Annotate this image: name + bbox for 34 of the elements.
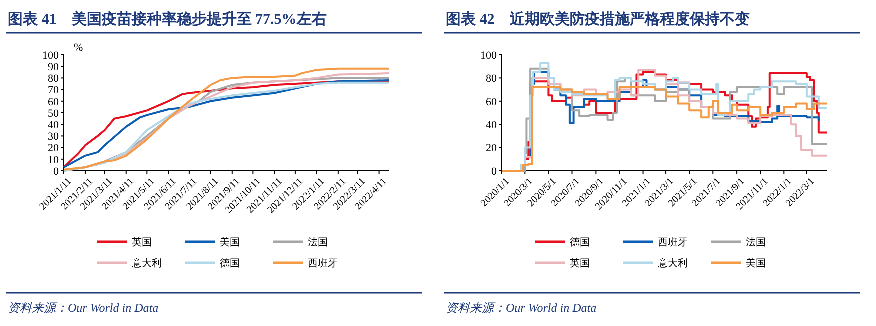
legend-label: 德国 [220,258,240,270]
y-tick-label: 30 [48,131,60,144]
chart-title: 图表 42 近期欧美防疫措施严格程度保持不变 [446,10,750,28]
legend-label: 英国 [132,236,152,248]
y-tick-label: 100 [42,50,60,62]
text: 资料来源：Our World in Data [446,301,597,315]
y-tick-label: 40 [486,119,498,132]
legend-label: 法国 [308,236,328,248]
y-tick-label: 20 [486,142,498,155]
legend-label: 意大利 [657,258,688,270]
text: 资料来源：Our World in Data [8,301,159,315]
legend-label: 西班牙 [308,258,338,270]
y-tick-label: 20 [48,142,60,155]
y-tick-label: 70 [48,84,60,97]
y-tick-label: 80 [48,73,60,86]
y-tick-label: 100 [480,50,498,62]
y-tick-label: 10 [48,154,60,166]
legend-label: 英国 [570,258,590,270]
y-tick-label: 60 [48,96,60,108]
chart-title: 图表 41 美国疫苗接种率稳步提升至 77.5%左右 [8,10,327,28]
y-axis-title: % [74,42,84,54]
y-tick-label: 60 [486,96,498,108]
legend-label: 西班牙 [658,236,688,248]
legend-label: 美国 [220,236,240,248]
y-tick-label: 40 [48,119,60,132]
legend-label: 意大利 [131,258,162,270]
legend-label: 美国 [746,258,766,270]
y-tick-label: 0 [54,166,60,178]
legend-label: 法国 [746,236,766,248]
y-tick-label: 0 [492,166,498,178]
legend-label: 德国 [570,238,590,248]
y-tick-label: 50 [48,108,60,120]
y-tick-label: 80 [486,73,498,86]
y-tick-label: 90 [48,61,60,74]
